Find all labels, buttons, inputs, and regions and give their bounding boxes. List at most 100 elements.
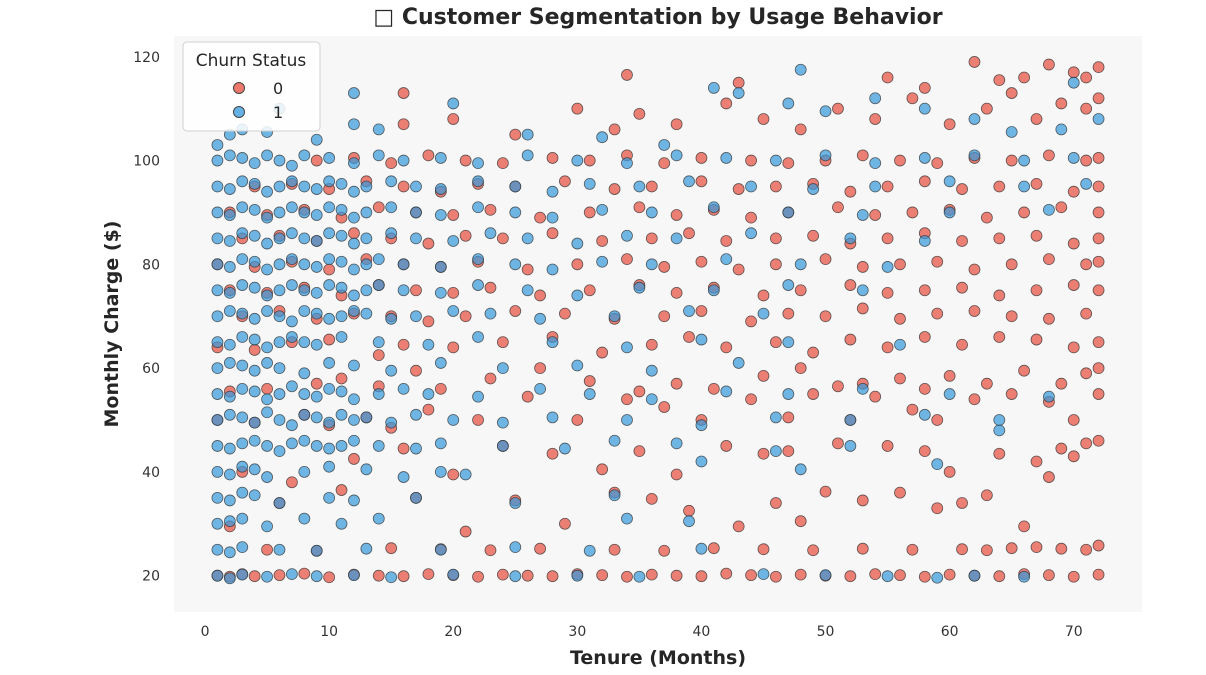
data-point-churn-1	[236, 175, 249, 188]
data-point-churn-0	[534, 289, 547, 302]
data-point-churn-1	[248, 489, 261, 502]
data-point-churn-1	[521, 149, 534, 162]
data-point-churn-1	[844, 440, 857, 452]
data-point-churn-0	[596, 346, 609, 359]
data-point-churn-1	[236, 152, 249, 164]
data-point-churn-1	[385, 175, 398, 188]
data-point-churn-1	[223, 261, 236, 273]
data-point-churn-1	[1018, 180, 1031, 193]
data-point-churn-1	[273, 154, 286, 167]
data-point-churn-0	[422, 403, 435, 416]
data-point-churn-0	[807, 388, 820, 400]
data-point-churn-0	[869, 113, 882, 125]
data-point-churn-0	[856, 542, 869, 555]
data-point-churn-1	[472, 253, 484, 266]
data-point-churn-1	[410, 442, 422, 455]
data-point-churn-1	[211, 440, 224, 452]
data-point-churn-0	[769, 258, 782, 271]
data-point-churn-0	[894, 486, 906, 499]
data-point-churn-0	[881, 180, 894, 193]
data-point-churn-1	[757, 307, 770, 320]
data-point-churn-1	[323, 152, 336, 164]
data-point-churn-0	[956, 338, 968, 351]
data-point-churn-1	[472, 201, 484, 214]
data-point-churn-1	[931, 571, 944, 584]
data-point-churn-1	[372, 279, 385, 291]
data-point-churn-0	[894, 569, 906, 582]
data-point-churn-0	[596, 569, 609, 582]
data-point-churn-1	[285, 253, 298, 266]
data-point-churn-1	[348, 263, 360, 276]
data-point-churn-1	[372, 336, 385, 349]
data-point-churn-0	[869, 390, 882, 403]
data-point-churn-1	[782, 336, 795, 349]
data-point-churn-0	[769, 570, 782, 583]
data-point-churn-0	[1043, 569, 1055, 582]
data-point-churn-0	[484, 372, 497, 385]
data-point-churn-0	[894, 154, 906, 167]
data-point-churn-1	[608, 434, 621, 447]
data-point-churn-0	[658, 157, 671, 170]
data-point-churn-0	[1092, 255, 1105, 268]
data-point-churn-0	[1092, 336, 1105, 349]
data-point-churn-1	[881, 261, 894, 273]
data-point-churn-0	[521, 263, 534, 276]
data-point-churn-1	[285, 331, 298, 343]
data-point-churn-1	[782, 206, 795, 219]
data-point-churn-0	[422, 149, 435, 162]
data-point-churn-0	[757, 113, 770, 125]
data-point-churn-0	[1092, 206, 1105, 219]
data-point-churn-1	[1080, 177, 1093, 190]
data-point-churn-0	[720, 341, 733, 354]
data-point-churn-1	[335, 203, 348, 216]
data-point-churn-0	[323, 571, 336, 584]
data-point-churn-0	[285, 476, 298, 489]
data-point-churn-0	[645, 338, 658, 351]
data-point-churn-1	[434, 437, 447, 450]
data-point-churn-0	[1005, 258, 1018, 271]
data-point-churn-1	[236, 382, 249, 395]
data-point-churn-0	[695, 175, 708, 188]
data-point-churn-1	[348, 237, 360, 250]
data-point-churn-0	[1005, 154, 1018, 167]
data-point-churn-0	[1080, 154, 1093, 167]
data-point-churn-0	[918, 284, 931, 297]
data-point-churn-0	[546, 227, 559, 240]
data-point-churn-0	[993, 180, 1006, 193]
data-point-churn-1	[881, 570, 894, 583]
data-point-churn-0	[769, 232, 782, 245]
data-point-churn-1	[310, 133, 323, 146]
data-point-churn-1	[211, 310, 224, 323]
data-point-churn-1	[223, 149, 236, 162]
data-point-churn-0	[993, 289, 1006, 302]
data-point-churn-0	[695, 152, 708, 164]
data-point-churn-0	[1092, 539, 1105, 552]
data-point-churn-0	[310, 377, 323, 390]
data-point-churn-0	[720, 567, 733, 580]
data-point-churn-0	[658, 261, 671, 273]
data-point-churn-0	[782, 445, 795, 458]
data-point-churn-1	[261, 149, 273, 162]
data-point-churn-0	[1030, 284, 1043, 297]
data-point-churn-1	[323, 442, 336, 455]
data-point-churn-1	[385, 364, 398, 377]
data-point-churn-1	[434, 209, 447, 221]
data-point-churn-1	[298, 284, 311, 297]
data-point-churn-1	[273, 336, 286, 349]
data-point-churn-1	[608, 489, 621, 502]
data-point-churn-1	[285, 568, 298, 581]
data-point-churn-0	[447, 209, 460, 221]
data-point-churn-1	[248, 333, 261, 346]
data-point-churn-1	[211, 139, 224, 151]
data-point-churn-1	[1067, 152, 1080, 164]
data-point-churn-0	[571, 258, 584, 271]
data-point-churn-0	[496, 336, 509, 349]
data-point-churn-1	[509, 180, 522, 193]
data-point-churn-1	[285, 175, 298, 188]
data-point-churn-1	[434, 183, 447, 195]
data-point-churn-1	[248, 364, 261, 377]
data-point-churn-1	[223, 442, 236, 455]
data-point-churn-0	[633, 385, 646, 398]
data-point-churn-1	[496, 362, 509, 375]
data-point-churn-0	[670, 118, 683, 131]
